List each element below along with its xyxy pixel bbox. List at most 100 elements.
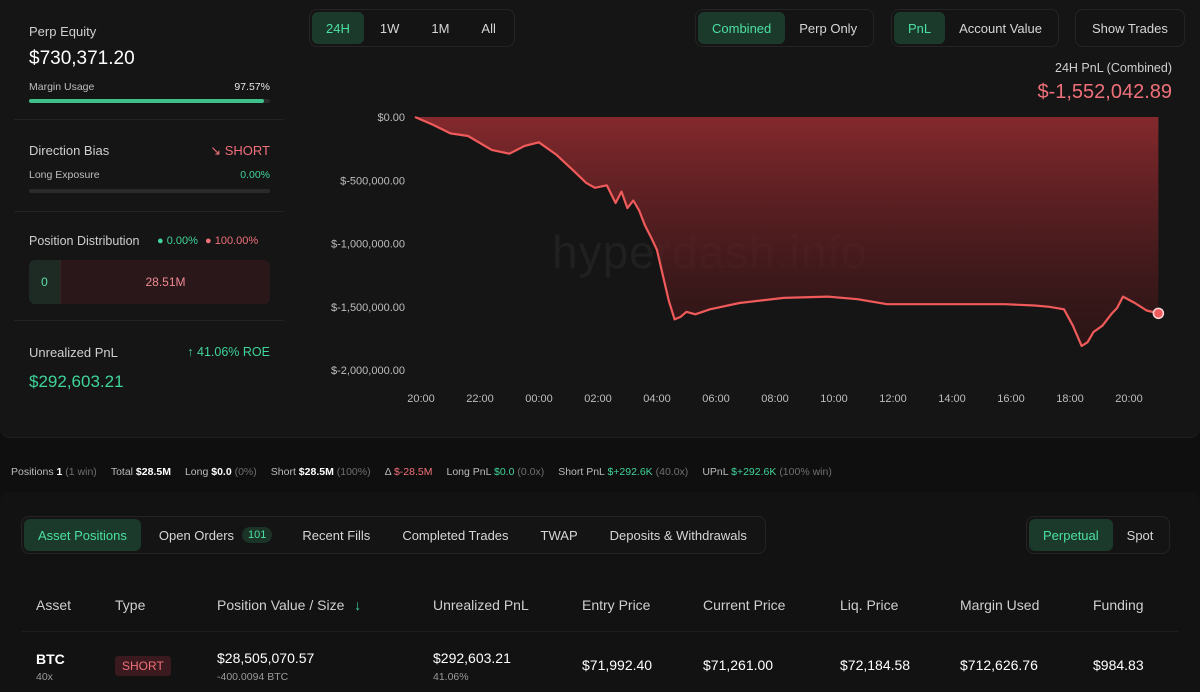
margin-usage-bar bbox=[29, 99, 270, 103]
divider bbox=[14, 320, 284, 321]
direction-bias-label: Direction Bias bbox=[29, 143, 110, 158]
range-tabs: 24H 1W 1M All bbox=[309, 9, 515, 47]
metric-tabs: PnL Account Value bbox=[891, 9, 1060, 47]
tab-deposits-withdrawals[interactable]: Deposits & Withdrawals bbox=[609, 527, 747, 543]
position-distribution-label: Position Distribution bbox=[29, 234, 140, 248]
x-tick-label: 22:00 bbox=[466, 393, 494, 405]
short-note: (100%) bbox=[336, 466, 371, 478]
col-position-value[interactable]: Position Value / Size ↓ bbox=[217, 597, 361, 613]
short-dot-icon: ● bbox=[204, 235, 212, 247]
col-asset[interactable]: Asset bbox=[36, 597, 72, 613]
row-leverage: 40x bbox=[36, 671, 53, 683]
tab-perp-only[interactable]: Perp Only bbox=[799, 20, 858, 36]
total-value: $28.5M bbox=[135, 466, 171, 478]
row-size: -400.0094 BTC bbox=[217, 671, 289, 683]
col-liq-price[interactable]: Liq. Price bbox=[840, 597, 899, 613]
row-type: SHORT bbox=[115, 656, 171, 676]
y-tick-label: $-2,000,000.00 bbox=[331, 365, 405, 377]
row-position-value: $28,505,070.57 bbox=[217, 650, 315, 666]
tab-perpetual[interactable]: Perpetual bbox=[1029, 519, 1113, 551]
chart-header-label: 24H PnL (Combined) bbox=[1055, 61, 1172, 75]
col-entry-price[interactable]: Entry Price bbox=[582, 597, 651, 613]
direction-bias: ↘ SHORT bbox=[210, 143, 270, 159]
x-tick-label: 06:00 bbox=[702, 393, 730, 405]
mode-tabs: Combined Perp Only bbox=[695, 9, 875, 47]
positions-tabs: Asset Positions Open Orders 101 Recent F… bbox=[21, 516, 766, 554]
positions-note: (1 win) bbox=[65, 466, 97, 478]
long-pnl-value: $0.0 bbox=[494, 466, 515, 478]
perp-equity-label: Perp Equity bbox=[29, 24, 97, 39]
arrow-up-icon: ↑ bbox=[187, 345, 194, 359]
long-pnl-note: (0.0x) bbox=[517, 466, 545, 478]
upnl-note: (100% win) bbox=[779, 466, 832, 478]
tab-twap[interactable]: TWAP bbox=[540, 527, 578, 543]
col-type[interactable]: Type bbox=[115, 597, 146, 613]
row-upnl: $292,603.21 bbox=[433, 650, 511, 666]
show-trades-button[interactable]: Show Trades bbox=[1092, 20, 1168, 36]
row-current-price: $71,261.00 bbox=[703, 657, 774, 673]
open-orders-label: Open Orders bbox=[158, 527, 235, 543]
chart-header-value: $-1,552,042.89 bbox=[1037, 81, 1172, 103]
short-value: $28.5M bbox=[298, 466, 334, 478]
col-unrealized-pnl[interactable]: Unrealized PnL bbox=[433, 597, 529, 613]
tab-open-orders[interactable]: Open Orders 101 bbox=[141, 519, 287, 551]
col-margin-used[interactable]: Margin Used bbox=[960, 597, 1040, 613]
long-dot-icon: ● bbox=[157, 235, 164, 247]
row-funding: $984.83 bbox=[1093, 657, 1144, 673]
long-exposure-label: Long Exposure bbox=[29, 169, 100, 181]
long-exposure-bar bbox=[29, 189, 270, 193]
long-value: $0.0 bbox=[211, 466, 232, 478]
trend-down-icon: ↘ bbox=[210, 143, 222, 158]
dist-long-pct: 0.00% bbox=[166, 235, 198, 247]
x-tick-label: 12:00 bbox=[879, 393, 907, 405]
tab-24h[interactable]: 24H bbox=[312, 12, 364, 44]
row-upnl-pct: 41.06% bbox=[433, 671, 469, 683]
table-divider bbox=[22, 631, 1178, 632]
tab-pnl[interactable]: PnL bbox=[894, 12, 946, 44]
current-value-marker[interactable] bbox=[1152, 307, 1165, 320]
tab-1m[interactable]: 1M bbox=[431, 20, 450, 36]
y-tick-label: $0.00 bbox=[377, 112, 405, 124]
distribution-legend: ● 0.00% ● 100.00% bbox=[157, 235, 258, 247]
col-current-price[interactable]: Current Price bbox=[703, 597, 786, 613]
upnl-value: $+292.6K bbox=[731, 466, 777, 478]
tab-recent-fills[interactable]: Recent Fills bbox=[302, 527, 371, 543]
delta-value: $-28.5M bbox=[393, 466, 433, 478]
distribution-bar: 0 28.51M bbox=[29, 260, 270, 304]
divider bbox=[14, 119, 284, 120]
positions-stats: Positions 1 (1 win) Total $28.5M Long $0… bbox=[11, 466, 846, 478]
tab-all[interactable]: All bbox=[481, 20, 496, 36]
row-entry-price: $71,992.40 bbox=[582, 657, 653, 673]
x-tick-label: 20:00 bbox=[407, 393, 435, 405]
direction-bias-value: SHORT bbox=[224, 143, 270, 158]
short-label: Short bbox=[270, 466, 296, 478]
total-label: Total bbox=[110, 466, 133, 478]
short-badge: SHORT bbox=[115, 656, 171, 676]
pnl-chart: $0.00 $-500,000.00 $-1,000,000.00 $-1,500,0… bbox=[331, 112, 1165, 405]
x-tick-label: 18:00 bbox=[1056, 393, 1084, 405]
margin-usage-value: 97.57% bbox=[234, 81, 270, 93]
short-pnl-label: Short PnL bbox=[558, 466, 605, 478]
margin-usage-bar-fill bbox=[29, 99, 265, 103]
tab-account-value[interactable]: Account Value bbox=[959, 20, 1043, 36]
sort-down-icon: ↓ bbox=[354, 597, 362, 613]
upnl-label: UPnL bbox=[702, 466, 729, 478]
dist-long-segment: 0 bbox=[29, 260, 61, 304]
pnl-line bbox=[414, 115, 1159, 348]
long-note: (0%) bbox=[234, 466, 257, 478]
col-funding[interactable]: Funding bbox=[1093, 597, 1144, 613]
dist-short-pct: 100.00% bbox=[214, 235, 259, 247]
open-orders-count: 101 bbox=[242, 527, 273, 543]
x-tick-label: 10:00 bbox=[820, 393, 848, 405]
tab-asset-positions[interactable]: Asset Positions bbox=[24, 519, 141, 551]
divider bbox=[14, 211, 284, 212]
tab-combined[interactable]: Combined bbox=[698, 12, 786, 44]
show-trades-group: Show Trades bbox=[1075, 9, 1185, 47]
tab-completed-trades[interactable]: Completed Trades bbox=[402, 527, 509, 543]
x-tick-label: 16:00 bbox=[997, 393, 1025, 405]
tab-1w[interactable]: 1W bbox=[379, 20, 400, 36]
y-tick-label: $-500,000.00 bbox=[340, 175, 405, 187]
y-tick-label: $-1,000,000.00 bbox=[331, 239, 405, 251]
tab-spot[interactable]: Spot bbox=[1126, 527, 1154, 543]
x-tick-label: 00:00 bbox=[525, 393, 553, 405]
